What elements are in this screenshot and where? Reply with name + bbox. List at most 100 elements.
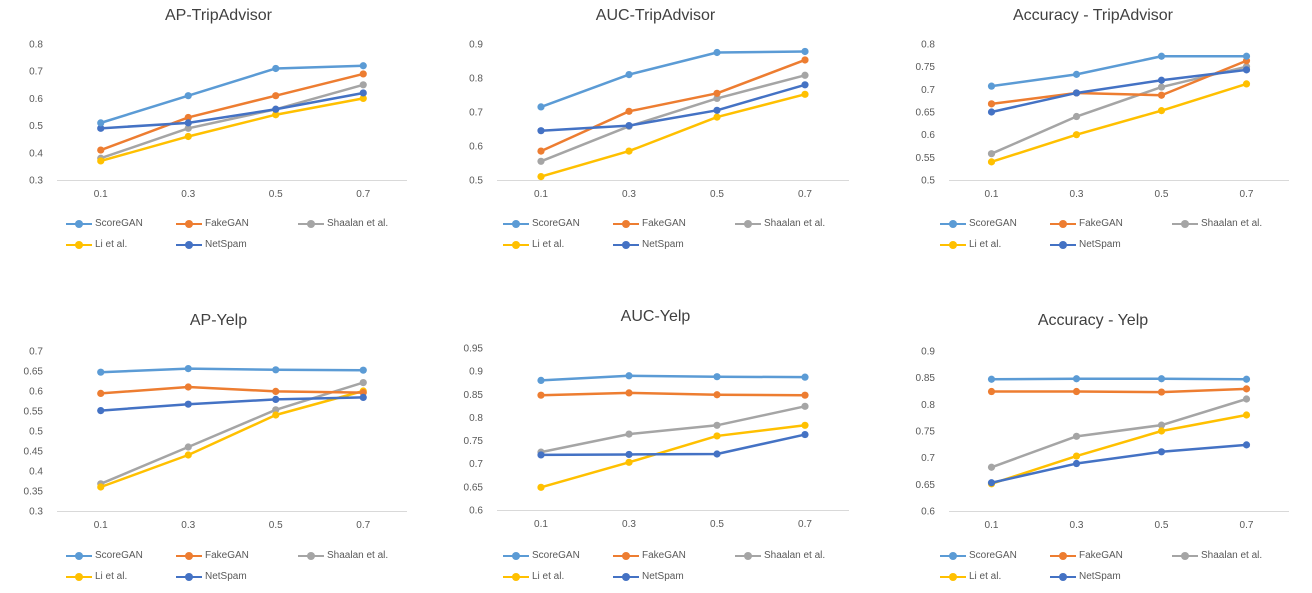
y-tick-label: 0.3 xyxy=(29,507,43,518)
y-tick-label: 0.6 xyxy=(29,94,43,105)
legend-label: FakeGAN xyxy=(642,550,686,561)
data-point-fakegan xyxy=(272,387,280,395)
y-tick-label: 0.5 xyxy=(469,176,483,187)
data-point-li-et-al xyxy=(537,173,545,181)
data-point-fakegan xyxy=(184,383,192,391)
series-line-li-et-al xyxy=(540,93,806,178)
y-tick-label: 0.7 xyxy=(921,85,935,96)
legend-swatch xyxy=(66,240,92,249)
y-tick-label: 0.75 xyxy=(916,62,936,73)
series-line-li-et-al xyxy=(100,389,364,489)
legend-label: ScoreGAN xyxy=(969,218,1017,229)
legend-swatch xyxy=(940,219,966,228)
series-line-scoregan xyxy=(540,50,806,109)
y-tick-label: 0.9 xyxy=(921,347,935,358)
y-tick-label: 0.6 xyxy=(469,142,483,153)
legend-swatch xyxy=(298,551,324,560)
x-tick-label: 0.3 xyxy=(622,189,636,200)
data-point-li-et-al xyxy=(801,421,809,429)
legend-label: FakeGAN xyxy=(1079,218,1123,229)
data-point-scoregan xyxy=(801,47,809,56)
series-line-scoregan xyxy=(540,374,806,382)
x-tick-label: 0.3 xyxy=(1070,520,1084,531)
legend-swatch xyxy=(940,240,966,249)
y-tick-label: 0.8 xyxy=(469,413,483,424)
x-tick-label: 0.1 xyxy=(94,520,108,531)
legend-swatch xyxy=(1050,551,1076,560)
legend-item-li-et-al: Li et al. xyxy=(66,239,127,250)
x-tick-label: 0.5 xyxy=(710,189,724,200)
chart-auc-tripadvisor: AUC-TripAdvisor 0.5 0.6 0.7 0.8 0.9 0.1 0.3 0.5… xyxy=(437,0,874,296)
legend-item-shaalan-et-al: Shaalan et al. xyxy=(1172,218,1262,229)
data-point-fakegan xyxy=(97,146,105,154)
data-point-shaalan-et-al xyxy=(987,150,996,158)
y-tick-label: 0.5 xyxy=(29,427,43,438)
legend-swatch xyxy=(1050,240,1076,249)
chart-auc-yelp: AUC-Yelp 0.6 0.65 0.7 0.75 0.8 0.85 0.9 0.95 0.1… xyxy=(437,296,874,593)
data-point-li-et-al xyxy=(987,158,996,166)
y-tick-label: 0.9 xyxy=(469,367,483,378)
x-tick-label: 0.7 xyxy=(1240,189,1254,200)
x-tick-label: 0.5 xyxy=(1155,520,1169,531)
chart-svg: 0.6 0.65 0.7 0.75 0.8 0.85 0.9 0.1 0.3 0.5 0.7 xyxy=(916,347,1289,531)
data-point-shaalan-et-al xyxy=(1072,112,1081,121)
series-line-fakegan xyxy=(540,58,806,153)
series-line-shaalan-et-al xyxy=(100,381,364,485)
data-point-li-et-al xyxy=(625,458,633,466)
x-tick-label: 0.7 xyxy=(1240,520,1254,531)
x-tick-label: 0.1 xyxy=(985,520,999,531)
chart-title: Accuracy - TripAdvisor xyxy=(1012,7,1174,24)
x-tick-label: 0.3 xyxy=(181,520,195,531)
legend-label: Shaalan et al. xyxy=(327,550,389,561)
legend-label: Shaalan et al. xyxy=(327,218,389,229)
legend-swatch xyxy=(1172,219,1198,228)
legend-swatch xyxy=(503,572,529,581)
series-line-li-et-al xyxy=(991,413,1247,485)
legend-label: ScoreGAN xyxy=(95,218,143,229)
y-tick-label: 0.5 xyxy=(29,121,43,132)
y-tick-label: 0.55 xyxy=(24,407,44,418)
data-point-shaalan-et-al xyxy=(1242,395,1251,403)
data-point-shaalan-et-al xyxy=(801,402,809,410)
data-point-li-et-al xyxy=(1157,107,1166,115)
series-line-fakegan xyxy=(991,387,1247,394)
chart-legend: ScoreGAN FakeGAN Shaalan et al. Li et al. Ne… xyxy=(940,218,1280,258)
legend-item-li-et-al: Li et al. xyxy=(940,571,1001,582)
legend-label: NetSpam xyxy=(1079,239,1121,250)
legend-label: NetSpam xyxy=(642,571,684,582)
data-point-scoregan xyxy=(359,62,367,70)
data-point-li-et-al xyxy=(1242,80,1251,88)
series-line-netspam xyxy=(100,91,364,130)
legend-swatch xyxy=(1050,572,1076,581)
data-point-li-et-al xyxy=(537,483,545,491)
series-line-netspam xyxy=(100,396,364,412)
y-tick-label: 0.7 xyxy=(469,459,483,470)
chart-legend: ScoreGAN FakeGAN Shaalan et al. Li et al. Ne… xyxy=(66,218,406,258)
y-tick-label: 0.6 xyxy=(921,507,935,518)
data-point-shaalan-et-al xyxy=(184,124,192,132)
chart-accuracy-tripadvisor: Accuracy - TripAdvisor 0.5 0.55 0.6 0.65 0.7… xyxy=(874,0,1312,296)
series-line-shaalan-et-al xyxy=(991,397,1247,469)
legend-swatch xyxy=(176,240,202,249)
data-point-fakegan xyxy=(272,92,280,100)
data-point-netspam xyxy=(97,407,105,415)
y-tick-label: 0.8 xyxy=(921,400,935,411)
data-point-scoregan xyxy=(537,376,545,384)
x-tick-label: 0.3 xyxy=(622,519,636,530)
data-point-li-et-al xyxy=(97,483,105,491)
x-tick-label: 0.7 xyxy=(356,189,370,200)
data-point-netspam xyxy=(1072,459,1081,468)
data-point-shaalan-et-al xyxy=(1157,83,1166,91)
legend-label: Li et al. xyxy=(532,239,565,250)
x-tick-label: 0.5 xyxy=(710,519,724,530)
legend-label: Li et al. xyxy=(95,571,128,582)
legend-label: ScoreGAN xyxy=(532,218,580,229)
legend-swatch xyxy=(735,219,761,228)
data-point-fakegan xyxy=(625,107,633,115)
legend-item-shaalan-et-al: Shaalan et al. xyxy=(735,550,825,561)
chart-svg: 0.5 0.55 0.6 0.65 0.7 0.75 0.8 0.1 0.3 0.5 0.7 xyxy=(916,40,1289,200)
legend-item-netspam: NetSpam xyxy=(176,571,247,582)
legend-swatch xyxy=(613,219,639,228)
data-point-scoregan xyxy=(713,373,721,381)
data-point-fakegan xyxy=(537,391,545,399)
